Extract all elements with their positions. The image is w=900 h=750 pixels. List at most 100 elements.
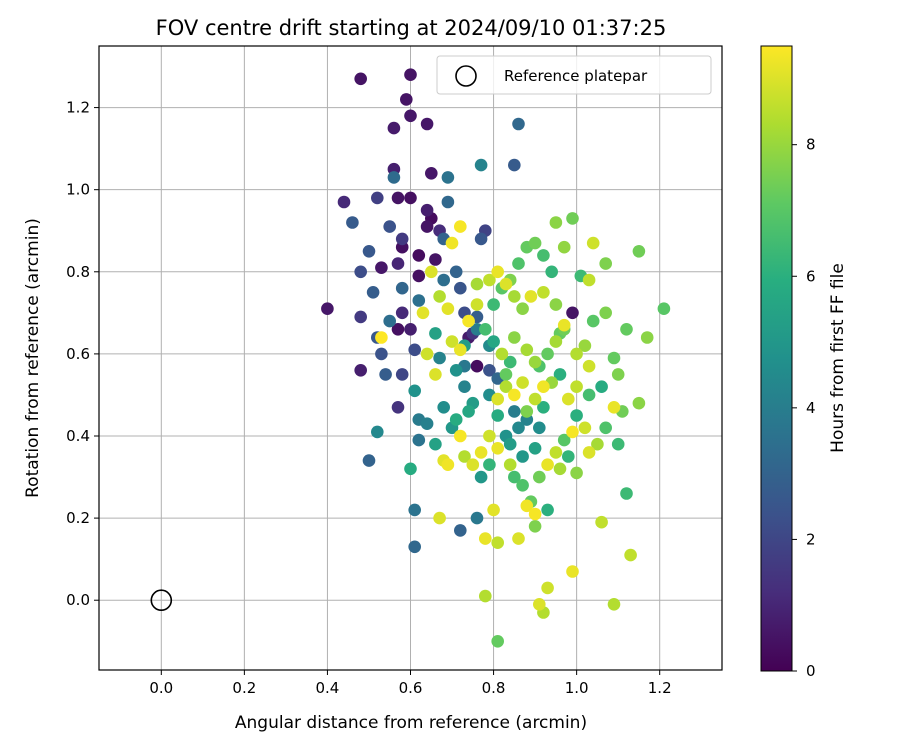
data-point <box>433 511 446 525</box>
data-point <box>362 245 376 258</box>
data-point <box>570 409 583 422</box>
data-point <box>528 236 542 250</box>
data-point <box>487 503 500 517</box>
colorbar-tick-label: 2 <box>806 530 816 548</box>
data-point <box>466 458 480 472</box>
data-point <box>400 93 413 106</box>
data-point <box>508 158 521 172</box>
data-point <box>383 220 397 233</box>
data-point <box>537 401 550 414</box>
data-point <box>570 347 583 361</box>
y-tick-label: 1.2 <box>66 99 90 117</box>
data-point <box>537 380 550 394</box>
data-point <box>362 454 376 467</box>
data-point <box>379 368 392 381</box>
data-point <box>354 364 368 377</box>
data-point <box>462 405 475 418</box>
data-point <box>549 298 563 311</box>
data-point <box>420 347 434 361</box>
data-point <box>516 302 529 316</box>
data-point <box>412 249 426 262</box>
data-point <box>582 273 596 287</box>
data-point <box>553 368 567 381</box>
data-point <box>557 318 571 332</box>
colorbar-gradient <box>760 45 793 672</box>
y-tick-label: 0.6 <box>66 345 90 363</box>
data-point <box>533 421 546 435</box>
data-point <box>520 405 534 418</box>
data-point <box>578 339 592 353</box>
data-point <box>566 212 579 225</box>
data-point <box>582 359 596 373</box>
data-point <box>395 281 409 295</box>
data-point <box>520 343 534 357</box>
y-axis-label: Rotation from reference (arcmin) <box>23 218 43 498</box>
data-point <box>445 236 459 250</box>
data-point <box>441 195 455 209</box>
data-point <box>537 286 550 299</box>
data-point <box>512 257 525 270</box>
data-point <box>412 433 426 447</box>
data-point <box>391 257 405 270</box>
legend-marker <box>455 65 477 87</box>
data-point <box>416 306 430 320</box>
data-point <box>420 203 434 217</box>
data-point <box>458 450 471 463</box>
data-point <box>425 167 438 180</box>
data-point <box>528 507 542 521</box>
data-point <box>491 265 505 279</box>
data-point <box>528 520 542 533</box>
data-point <box>387 171 401 184</box>
data-point <box>479 532 492 545</box>
data-point <box>404 191 417 205</box>
data-point <box>420 220 434 233</box>
data-point <box>404 109 417 123</box>
data-point <box>549 216 563 229</box>
legend: Reference platepar <box>436 55 712 95</box>
data-point <box>366 286 380 299</box>
data-point <box>454 281 467 295</box>
data-point <box>599 306 612 320</box>
x-axis: 0.0 0.2 0.4 0.6 0.8 1.0 1.2 <box>149 670 672 697</box>
colorbar-tick-label: 4 <box>806 399 816 417</box>
data-point <box>632 396 646 410</box>
data-point <box>470 511 484 525</box>
data-point <box>491 442 505 455</box>
plot-frame <box>98 45 723 671</box>
data-point <box>657 302 671 316</box>
data-point <box>458 380 471 394</box>
y-tick-label: 0.2 <box>66 509 90 527</box>
data-point <box>346 216 359 229</box>
x-tick-label: 0.8 <box>482 679 506 697</box>
data-point <box>449 265 463 279</box>
data-point <box>620 323 633 336</box>
data-point <box>454 220 467 233</box>
data-point <box>354 72 368 86</box>
colorbar-tick-label: 6 <box>806 267 816 285</box>
data-point <box>483 273 496 287</box>
data-point <box>371 191 384 205</box>
data-point <box>491 635 505 648</box>
data-point <box>470 277 484 291</box>
data-point <box>371 425 384 439</box>
data-point <box>582 446 596 459</box>
y-tick-label: 0.8 <box>66 263 90 281</box>
data-point <box>545 265 558 279</box>
data-point <box>508 388 521 402</box>
x-tick-label: 0.2 <box>232 679 256 697</box>
data-point <box>595 380 608 394</box>
data-point <box>499 380 513 394</box>
x-tick-label: 1.2 <box>648 679 672 697</box>
data-point <box>607 401 621 414</box>
data-point <box>454 343 467 357</box>
data-point <box>541 458 554 472</box>
data-point <box>620 487 633 500</box>
colorbar-label: Hours from first FF file <box>828 263 848 453</box>
data-point <box>607 598 621 611</box>
data-point <box>408 503 422 517</box>
data-point <box>512 421 525 435</box>
data-point <box>512 532 525 545</box>
data-point <box>375 347 388 361</box>
data-point <box>321 302 334 316</box>
